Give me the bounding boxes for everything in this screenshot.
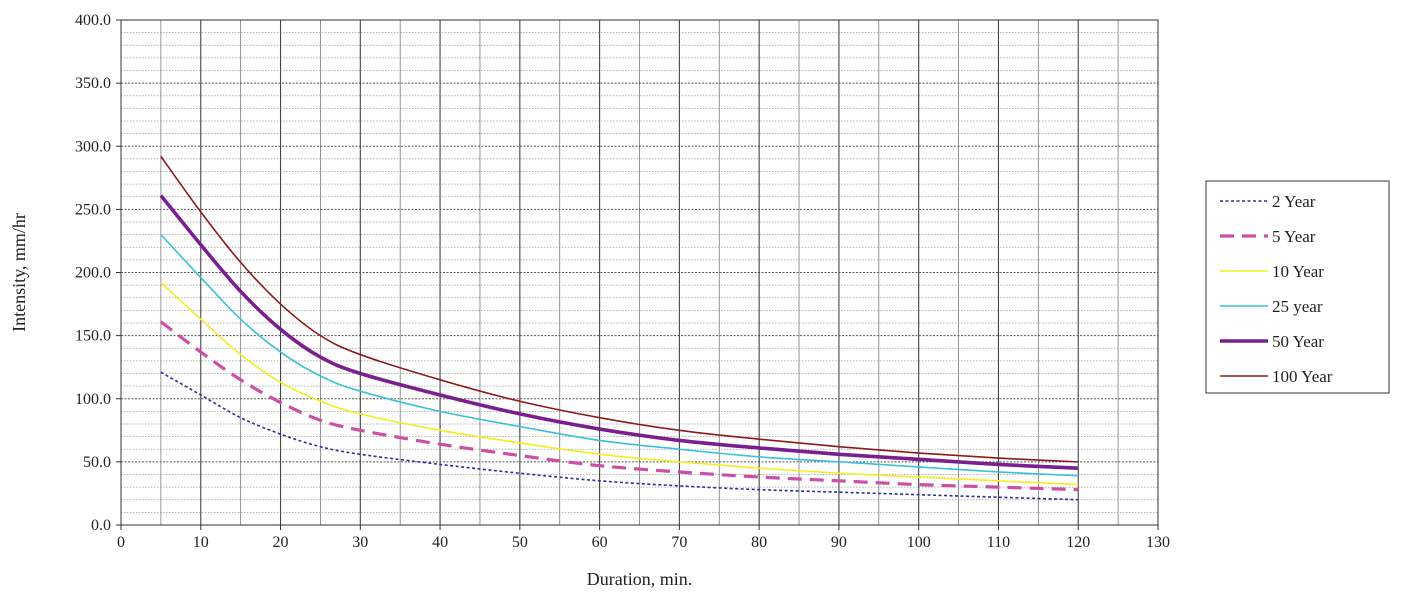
y-tick-label: 400.0	[75, 12, 111, 29]
series-line-1	[159, 320, 1079, 492]
legend-label-5: 100 Year	[1272, 367, 1333, 386]
y-tick-label: 200.0	[75, 265, 111, 282]
x-tick-label: 50	[512, 534, 528, 551]
x-tick-label: 30	[352, 534, 368, 551]
x-tick-label: 90	[831, 534, 847, 551]
y-tick-label: 250.0	[75, 201, 111, 218]
x-tick-label: 40	[432, 534, 448, 551]
x-tick-label: 70	[671, 534, 687, 551]
legend: 2 Year 5 Year 10 Year 25 year 50 Year 100 Yea…	[1205, 180, 1390, 394]
y-tick-label: 150.0	[75, 328, 111, 345]
legend-box	[1205, 180, 1390, 394]
series-lines	[159, 155, 1079, 501]
x-tick-label: 80	[751, 534, 767, 551]
y-tick-label: 0.0	[91, 517, 111, 534]
legend-label-1: 5 Year	[1272, 227, 1316, 246]
series-line-2	[160, 282, 1079, 486]
x-tick-label: 110	[987, 534, 1010, 551]
y-tick-label: 350.0	[75, 75, 111, 92]
series-line-0	[160, 371, 1079, 501]
legend-label-2: 10 Year	[1272, 262, 1324, 281]
series-line-4	[159, 194, 1079, 470]
x-tick-label: 10	[193, 534, 209, 551]
x-axis-ticks: 0 10 20 30 40 50 60 70 80 90 100 110 120 130	[117, 525, 1170, 551]
x-tick-label: 20	[273, 534, 289, 551]
legend-label-4: 50 Year	[1272, 332, 1324, 351]
series-line-5	[160, 155, 1079, 463]
major-grid	[121, 20, 1158, 525]
x-axis-title: Duration, min.	[587, 569, 693, 589]
y-tick-label: 50.0	[83, 454, 111, 471]
legend-label-3: 25 year	[1272, 297, 1323, 316]
series-line-3	[160, 234, 1079, 477]
legend-label-0: 2 Year	[1272, 192, 1316, 211]
x-tick-label: 120	[1066, 534, 1090, 551]
x-tick-label: 130	[1146, 534, 1170, 551]
x-tick-label: 60	[592, 534, 608, 551]
y-axis-ticks: 0.0 50.0 100.0 150.0 200.0 250.0 300.0 350.0 400…	[75, 12, 121, 534]
y-tick-label: 100.0	[75, 391, 111, 408]
y-tick-label: 300.0	[75, 138, 111, 155]
x-tick-label: 0	[117, 534, 125, 551]
x-tick-label: 100	[907, 534, 931, 551]
y-axis-title: Intensity, mm/hr	[9, 213, 29, 332]
